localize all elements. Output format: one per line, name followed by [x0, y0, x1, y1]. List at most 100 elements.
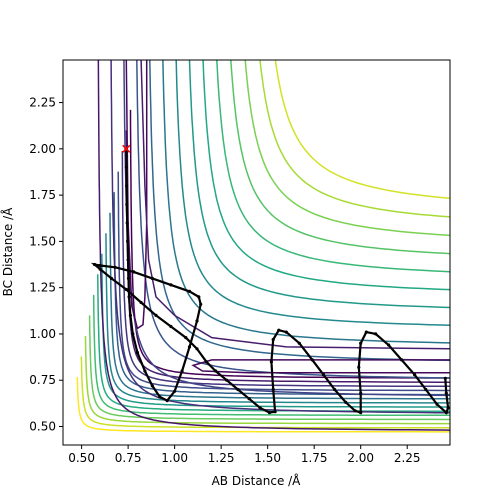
trajectory-point: [435, 402, 439, 406]
y-axis-label: BC Distance /Å: [0, 207, 15, 297]
contour-line: [109, 212, 450, 400]
trajectory-point: [124, 165, 128, 169]
y-tick-label: 2.25: [29, 96, 56, 110]
x-tick-label: 2.00: [347, 451, 374, 465]
trajectory-point: [187, 345, 192, 349]
contour-line: [202, 60, 450, 291]
trajectory-point: [125, 221, 129, 225]
x-tick-label: 0.75: [115, 451, 142, 465]
y-tick-label: 0.50: [29, 419, 56, 433]
trajectory-point: [93, 262, 97, 267]
contour-line: [92, 294, 450, 417]
trajectory-point: [321, 373, 326, 377]
trajectory-point: [150, 384, 154, 388]
trajectory-point: [359, 341, 363, 345]
contour-line: [188, 60, 450, 309]
trajectory-point: [126, 276, 131, 280]
y-tick-label: 1.50: [29, 234, 56, 248]
trajectory-point: [126, 258, 130, 262]
trajectory-point: [158, 395, 162, 399]
trajectory-point: [364, 330, 368, 334]
trajectory-point: [126, 239, 130, 243]
trajectory-point: [269, 360, 273, 364]
trajectory-point: [284, 330, 288, 334]
trajectory-point: [124, 287, 128, 292]
trajectory-point: [277, 328, 281, 332]
trajectory-point: [444, 391, 448, 395]
plot-frame: [62, 59, 451, 446]
trajectory-point: [247, 397, 251, 401]
trajectory-point: [443, 376, 447, 380]
y-tick-label: 1.75: [29, 188, 56, 202]
x-tick-label: 0.50: [68, 451, 95, 465]
trajectory-point: [413, 373, 417, 377]
start-marker-stroke: [122, 144, 131, 153]
trajectory-point: [199, 302, 203, 306]
trajectory-point: [180, 369, 184, 373]
x-axis-label: AB Distance /Å: [212, 473, 302, 488]
trajectory-point: [132, 270, 136, 274]
contour-line: [125, 130, 450, 383]
trajectory-point: [374, 332, 378, 336]
trajectory-point: [357, 365, 361, 369]
trajectory-point: [165, 399, 169, 403]
contour-line: [84, 336, 450, 425]
trajectory-point: [446, 406, 450, 410]
y-tick-label: 2.00: [29, 142, 56, 156]
trajectory-point: [271, 387, 275, 392]
trajectory-point: [128, 313, 132, 317]
trajectory-point: [359, 411, 363, 415]
trajectory-point: [387, 343, 391, 347]
x-tick-label: 1.75: [301, 451, 328, 465]
trajectory-point: [359, 391, 363, 395]
contour-line: [175, 60, 450, 326]
contour-line: [113, 192, 450, 396]
y-tick-label: 1.25: [29, 281, 56, 295]
trajectory-point: [169, 283, 173, 287]
trajectory-point: [184, 336, 188, 340]
trajectory-point: [98, 263, 102, 268]
trajectory-point: [139, 300, 143, 305]
contour-line: [88, 315, 450, 421]
contour-line: [140, 60, 450, 350]
contour-lines: [76, 60, 450, 433]
trajectory-point: [333, 387, 337, 392]
x-tick-label: 1.50: [254, 451, 281, 465]
trajectory-point: [195, 319, 199, 323]
trajectory-point: [353, 409, 357, 413]
y-axis-ticks: 0.50 0.75 1.00 1.25 1.50 1.75 2.00 2.25: [29, 96, 63, 433]
contour-line: [121, 150, 450, 388]
trajectory-point: [125, 202, 129, 206]
contour-line: [117, 171, 450, 392]
trajectory-point: [267, 411, 272, 415]
trajectory-point: [113, 265, 117, 269]
trajectory-point: [258, 406, 262, 410]
trajectory-point: [109, 276, 113, 280]
trajectory-point: [143, 369, 147, 373]
contour-line: [149, 60, 450, 362]
trajectory-point: [135, 350, 139, 355]
trajectory-point: [197, 295, 201, 299]
trajectory-point: [169, 324, 173, 329]
contour-line: [230, 60, 450, 255]
trajectory-point: [195, 347, 199, 351]
trajectory-point: [444, 411, 448, 415]
contour-line: [259, 60, 450, 218]
trajectory-path: [90, 147, 450, 415]
trajectory-point: [204, 360, 208, 364]
trajectory-point: [236, 387, 240, 392]
trajectory-point: [154, 313, 158, 317]
trajectory-point: [424, 387, 428, 392]
trajectory-point: [310, 358, 314, 362]
trajectory-point: [214, 369, 218, 373]
x-tick-label: 2.25: [394, 451, 421, 465]
contour-line: [110, 60, 450, 414]
contour-line: [125, 60, 148, 330]
contour-line: [244, 60, 450, 237]
contour-line: [136, 60, 450, 379]
trajectory-point: [297, 341, 301, 345]
y-tick-label: 1.00: [29, 327, 56, 341]
x-tick-label: 1.00: [161, 451, 188, 465]
